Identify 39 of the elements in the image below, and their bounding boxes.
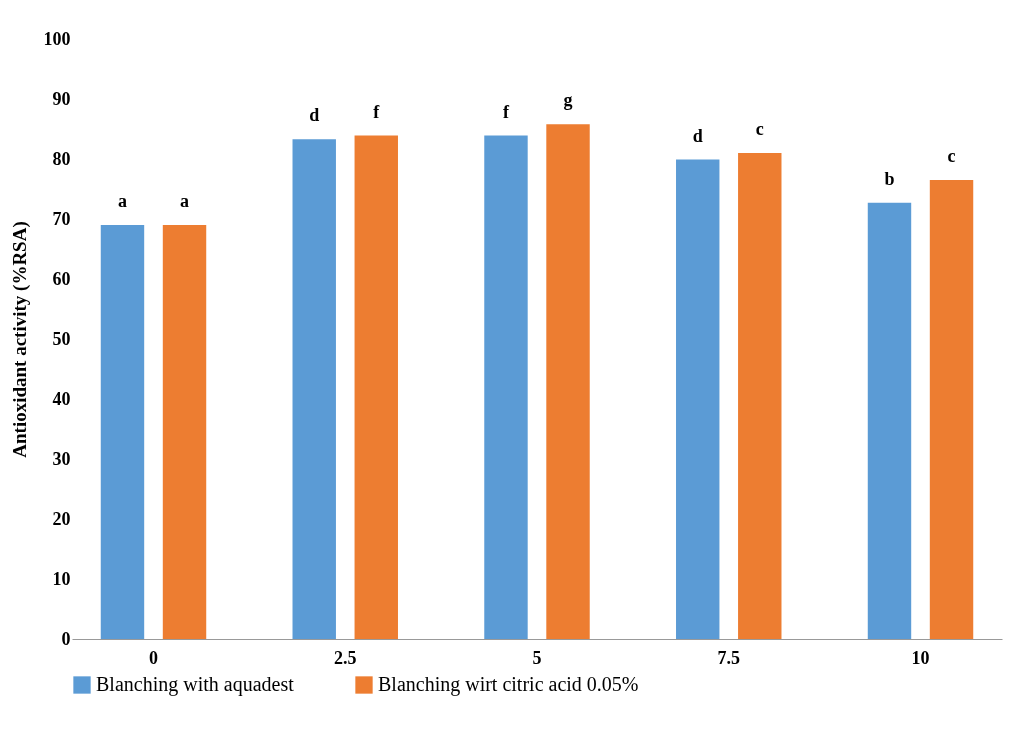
x-tick-label: 7.5 xyxy=(717,647,740,668)
legend-label: Blanching with aquadest xyxy=(96,673,295,696)
y-tick-label: 0 xyxy=(61,628,71,649)
y-tick-label: 80 xyxy=(52,148,71,169)
y-tick-label: 90 xyxy=(52,88,71,109)
x-tick-label: 0 xyxy=(148,647,158,668)
bar xyxy=(162,225,207,639)
y-tick-label: 40 xyxy=(52,388,71,409)
annotation: c xyxy=(755,119,764,139)
annotation: f xyxy=(502,101,510,122)
y-tick-label: 100 xyxy=(43,28,71,49)
y-tick-label: 20 xyxy=(52,508,71,529)
bar xyxy=(100,225,145,639)
annotation: c xyxy=(947,146,956,166)
bar xyxy=(676,159,720,639)
bar xyxy=(292,139,336,639)
y-tick-label: 60 xyxy=(52,268,71,289)
y-tick-label: 30 xyxy=(52,448,71,469)
legend-label: Blanching wirt citric acid 0.05% xyxy=(378,673,639,696)
x-tick-label: 10 xyxy=(911,647,930,668)
y-tick-label: 70 xyxy=(52,208,71,229)
bar xyxy=(929,180,974,639)
bar xyxy=(484,135,528,639)
x-tick-label: 5 xyxy=(532,647,542,668)
bar xyxy=(354,135,398,639)
annotation: a xyxy=(180,191,190,211)
bar xyxy=(867,202,912,639)
y-axis-title: Antioxidant activity (%RSA) xyxy=(8,221,31,458)
annotation: g xyxy=(563,90,573,111)
annotation: d xyxy=(692,125,703,146)
bar xyxy=(546,124,590,639)
annotation: b xyxy=(884,168,895,189)
annotation: a xyxy=(117,191,127,211)
y-tick-label: 50 xyxy=(52,328,71,349)
x-tick-label: 2.5 xyxy=(334,647,357,668)
annotation: f xyxy=(373,101,381,122)
y-tick-label: 10 xyxy=(52,568,71,589)
annotation: d xyxy=(309,105,320,126)
bar xyxy=(738,153,782,639)
